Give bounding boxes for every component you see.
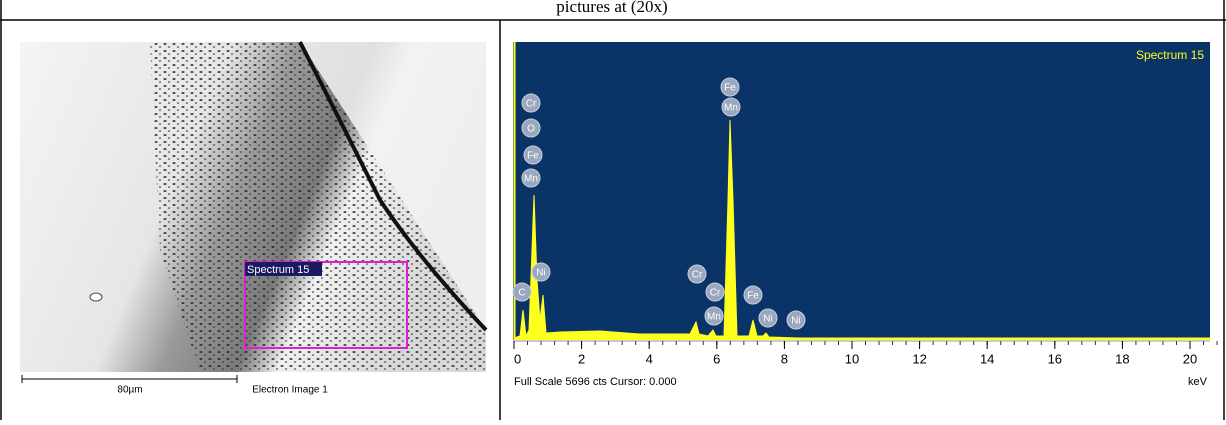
peak-badge <box>743 285 763 305</box>
axis-tick-label: 18 <box>1115 351 1129 366</box>
axis-tick-label: 12 <box>912 351 926 366</box>
peak-label: Cr <box>710 288 721 299</box>
peak-label: Ni <box>791 316 800 327</box>
axis-tick-label: 16 <box>1048 351 1062 366</box>
peak-badge <box>521 168 541 188</box>
spectrum: Spectrum 15 <box>513 42 1211 376</box>
peak-label: C <box>518 288 525 299</box>
spectrum-footer: Full Scale 5696 cts Cursor: 0.000 <box>514 376 677 388</box>
sem-image: Spectrum 15 <box>20 41 488 372</box>
peak-label: Mn <box>724 103 738 114</box>
peak-label: Mn <box>524 174 538 185</box>
peak-label: Ni <box>763 314 772 325</box>
peak-badge <box>786 310 806 330</box>
axis-tick-label: 4 <box>646 351 653 366</box>
axis-tick-label: 6 <box>713 351 720 366</box>
spectrum-title: Spectrum 15 <box>1136 48 1204 62</box>
spectrum-unit: keV <box>1188 376 1208 388</box>
axis-tick-label: 20 <box>1183 351 1197 366</box>
peak-label: Ni <box>536 268 545 279</box>
peak-label: Fe <box>724 83 736 94</box>
peak-label: Fe <box>747 291 759 302</box>
peak-badge <box>687 264 707 284</box>
peak-label: Cr <box>526 99 537 110</box>
peak-badge <box>512 282 532 302</box>
peak-badge <box>521 93 541 113</box>
peak-label: O <box>527 124 535 135</box>
axis-tick-label: 10 <box>845 351 859 366</box>
region-label: Spectrum 15 <box>247 264 309 276</box>
axis-tick-label: 2 <box>578 351 585 366</box>
peak-badge <box>720 77 740 97</box>
peak-badge <box>521 118 541 138</box>
axis-tick-label: 14 <box>980 351 994 366</box>
image-caption: Electron Image 1 <box>252 385 328 396</box>
axis-tick-label: 0 <box>514 351 521 366</box>
peak-label: Mn <box>707 312 721 323</box>
scale-label: 80µm <box>117 385 142 396</box>
peak-badge <box>704 306 724 326</box>
peak-badge <box>531 262 551 282</box>
peak-label: Cr <box>692 270 703 281</box>
header-text: pictures at (20x) <box>556 0 667 16</box>
peak-badge <box>721 97 741 117</box>
peak-badge <box>705 282 725 302</box>
peak-label: Fe <box>527 151 539 162</box>
peak-badge <box>523 145 543 165</box>
axis-tick-label: 8 <box>781 351 788 366</box>
peak-badge <box>758 308 778 328</box>
